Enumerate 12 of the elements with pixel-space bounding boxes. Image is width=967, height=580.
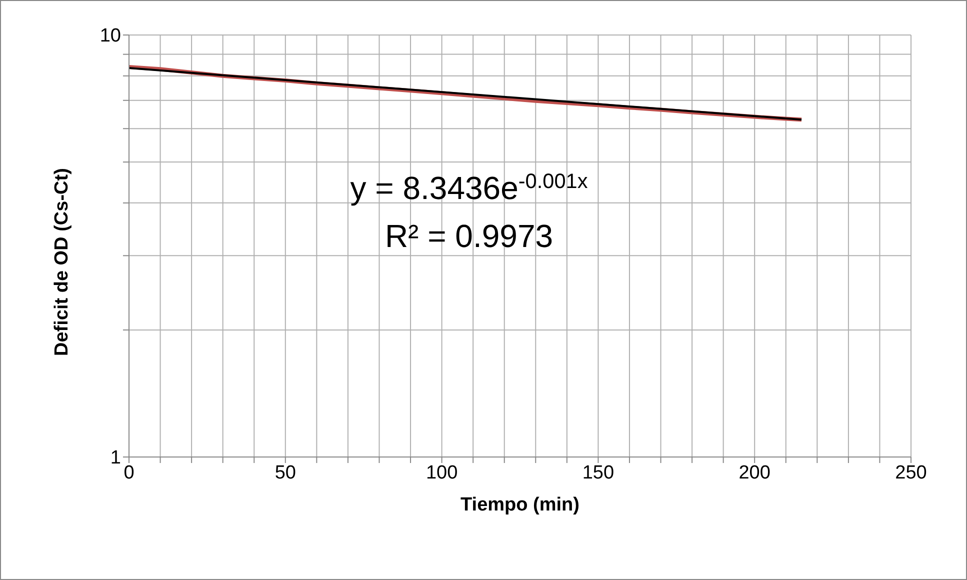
y-tick-label: 10 bbox=[100, 26, 121, 47]
y-axis-title: Deficit de OD (Cs-Ct) bbox=[52, 168, 73, 356]
x-tick-label: 0 bbox=[124, 462, 134, 484]
y-tick-label: 1 bbox=[110, 448, 121, 469]
annotation: R² = 0.9973 bbox=[384, 218, 554, 254]
x-tick-label: 100 bbox=[426, 462, 458, 484]
x-tick-label: 200 bbox=[738, 462, 770, 484]
x-tick-label: 150 bbox=[582, 462, 614, 484]
annotation: y = 8.3436e$^{-0.001x}$ bbox=[350, 170, 588, 206]
x-tick-label: 50 bbox=[274, 462, 296, 484]
x-axis-title: Tiempo (min) bbox=[460, 494, 580, 516]
x-tick-label: 250 bbox=[895, 462, 927, 484]
